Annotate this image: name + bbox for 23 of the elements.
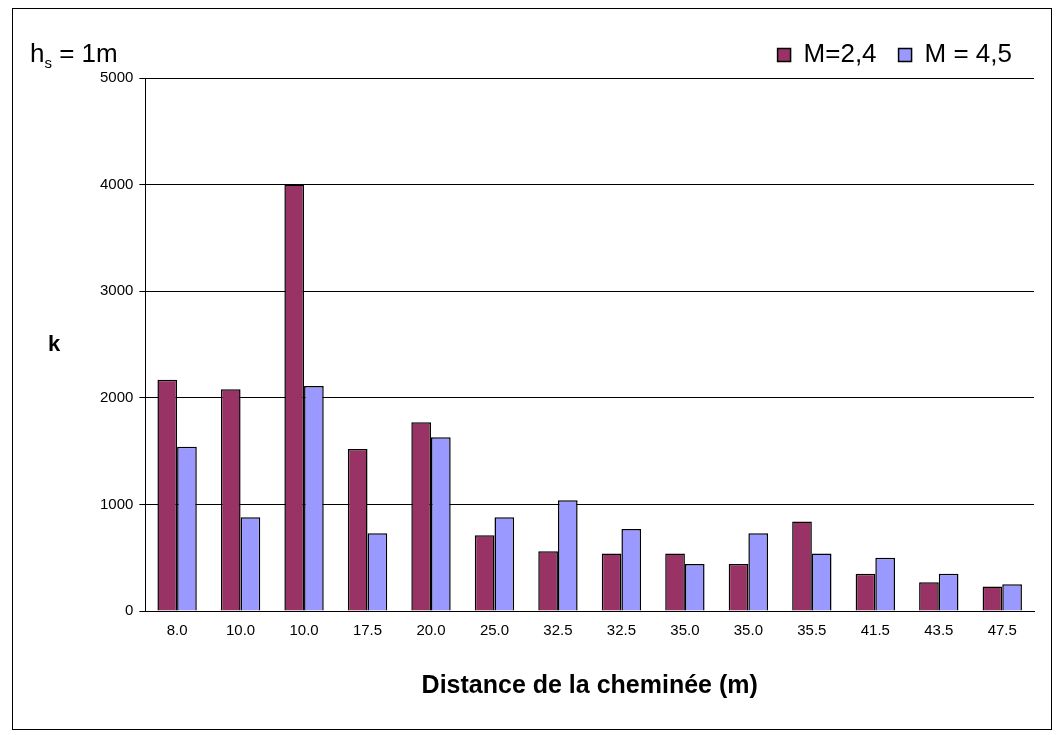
x-tick-label: 8.0 [166,621,188,639]
x-tick-label: 47.5 [987,621,1017,639]
x-tick-label: 10.0 [289,621,319,639]
x-tick-label: 10.0 [225,621,256,639]
x-tick-label: 41.5 [860,621,890,639]
x-tick-label: 35.5 [797,621,827,639]
y-tick-label: 4000 [99,174,134,192]
x-tick-label: 35.0 [733,621,763,639]
x-tick-label: 20.0 [416,621,446,639]
y-axis-title: k [47,330,61,356]
x-axis-title: Distance de la cheminée (m) [421,669,758,698]
y-tick-label: 2000 [99,387,134,405]
x-tick-label: 25.0 [479,621,510,639]
x-tick-label: 32.5 [543,621,573,639]
y-tick-label: 0 [125,601,134,619]
legend-label: M = 4,5 [924,38,1012,69]
x-tick-label: 35.0 [670,621,700,639]
x-tick-label: 32.5 [606,621,637,639]
x-tick-label: 43.5 [924,621,954,639]
y-tick-label: 1000 [99,494,134,512]
x-tick-label: 17.5 [352,621,383,639]
legend-label: M=2,4 [803,38,877,69]
y-tick-label: 3000 [99,281,134,299]
